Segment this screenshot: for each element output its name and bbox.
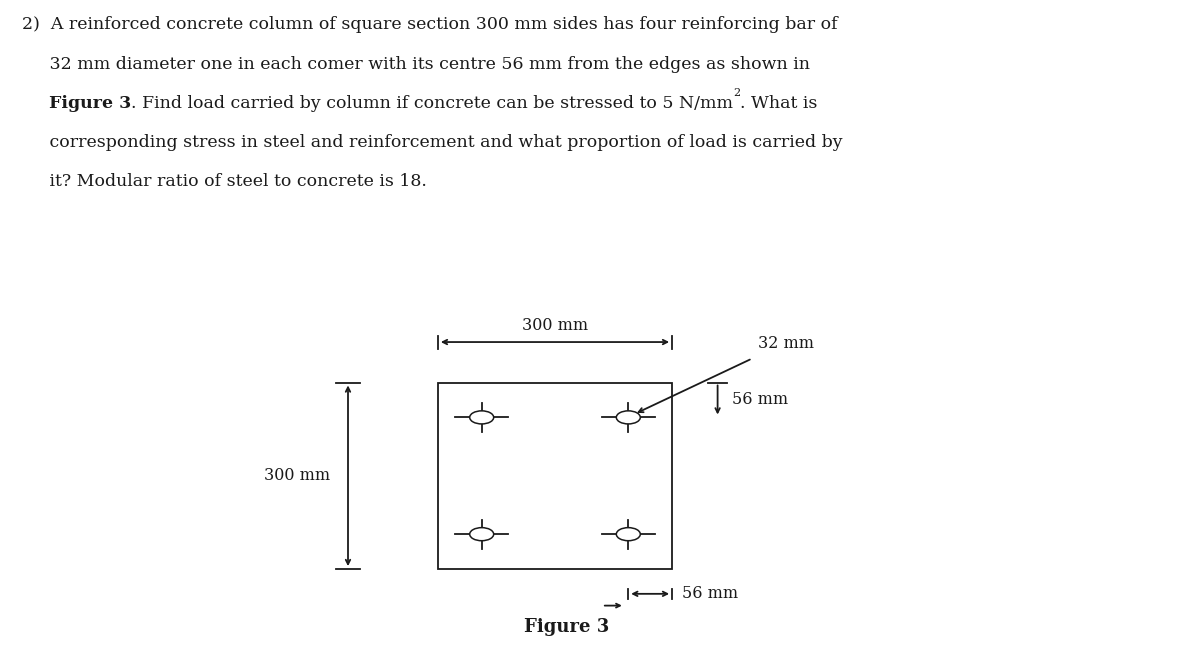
Bar: [438, 383, 672, 569]
Circle shape: [617, 528, 641, 541]
Text: 2: 2: [733, 88, 740, 98]
Text: 32 mm: 32 mm: [758, 335, 815, 352]
Text: 32 mm diameter one in each comer with its centre 56 mm from the edges as shown i: 32 mm diameter one in each comer with it…: [22, 56, 810, 73]
Text: it? Modular ratio of steel to concrete is 18.: it? Modular ratio of steel to concrete i…: [22, 173, 426, 190]
Text: 2)  A reinforced concrete column of square section 300 mm sides has four reinfor: 2) A reinforced concrete column of squar…: [22, 16, 838, 33]
Text: 56 mm: 56 mm: [732, 392, 788, 409]
Text: . Find load carried by column if concrete can be stressed to 5 N/mm: . Find load carried by column if concret…: [131, 95, 733, 112]
Circle shape: [469, 411, 493, 424]
Circle shape: [469, 528, 493, 541]
Text: . What is: . What is: [740, 95, 818, 112]
Text: Figure 3: Figure 3: [524, 618, 610, 636]
Text: Figure 3: Figure 3: [49, 95, 131, 112]
Text: 300 mm: 300 mm: [264, 468, 330, 484]
Text: corresponding stress in steel and reinforcement and what proportion of load is c: corresponding stress in steel and reinfo…: [22, 134, 842, 151]
Text: 300 mm: 300 mm: [522, 317, 588, 334]
Circle shape: [617, 411, 641, 424]
Text: 56 mm: 56 mm: [682, 585, 738, 602]
